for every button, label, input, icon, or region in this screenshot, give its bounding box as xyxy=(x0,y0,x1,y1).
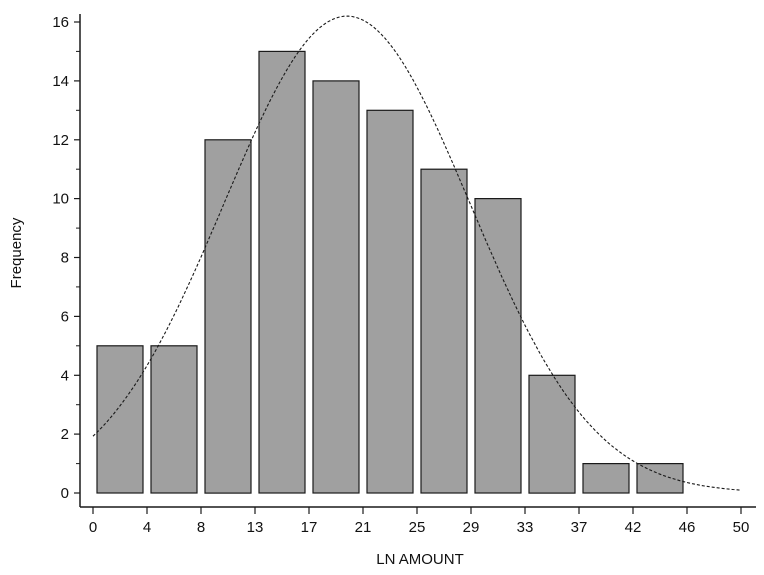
histogram-bar xyxy=(474,198,522,494)
histogram-bar xyxy=(636,463,684,494)
x-axis-ticks: 0 4 8 13 17 21 25 29 33 37 42 46 50 xyxy=(89,507,750,536)
histogram-bar xyxy=(150,345,198,494)
y-axis-ticks: 0 2 4 6 8 10 12 14 16 xyxy=(52,14,80,502)
y-tick-label: 8 xyxy=(61,250,69,267)
x-tick-label: 25 xyxy=(409,519,426,536)
x-tick-label: 8 xyxy=(197,519,205,536)
y-tick-label: 4 xyxy=(61,367,69,384)
bars-layer xyxy=(96,50,684,494)
y-tick-label: 0 xyxy=(61,485,69,502)
y-tick-label: 12 xyxy=(52,132,69,149)
x-tick-label: 46 xyxy=(679,519,696,536)
histogram-bar xyxy=(204,139,252,494)
x-axis-title: LN AMOUNT xyxy=(376,551,464,568)
normal-fit-curve xyxy=(92,15,742,491)
histogram-bar xyxy=(420,168,468,494)
x-tick-label: 4 xyxy=(143,519,151,536)
histogram-bar xyxy=(582,463,630,494)
y-tick-label: 6 xyxy=(61,308,69,325)
x-tick-label: 0 xyxy=(89,519,97,536)
x-tick-label: 21 xyxy=(355,519,372,536)
x-tick-label: 42 xyxy=(625,519,642,536)
x-tick-label: 17 xyxy=(301,519,318,536)
y-axis-title: Frequency xyxy=(8,217,25,288)
x-tick-label: 33 xyxy=(517,519,534,536)
x-tick-label: 37 xyxy=(571,519,588,536)
x-tick-label: 13 xyxy=(247,519,264,536)
y-tick-label: 10 xyxy=(52,191,69,208)
histogram-bar xyxy=(96,345,144,494)
y-tick-label: 2 xyxy=(61,426,69,443)
y-tick-label: 14 xyxy=(52,73,69,90)
histogram-bar xyxy=(312,80,360,494)
histogram-bar xyxy=(258,50,306,494)
histogram-bar xyxy=(528,374,576,494)
histogram-bar xyxy=(366,109,414,494)
y-tick-label: 16 xyxy=(52,14,69,31)
x-tick-label: 29 xyxy=(463,519,480,536)
x-tick-label: 50 xyxy=(733,519,750,536)
